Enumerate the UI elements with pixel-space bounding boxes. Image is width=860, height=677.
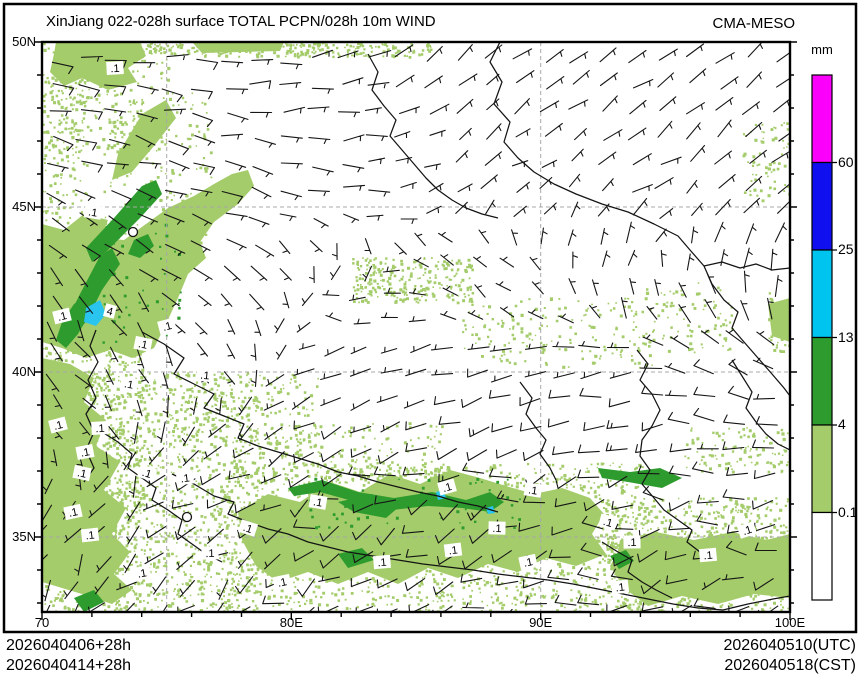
contour-label: .1 — [132, 565, 152, 581]
svg-text:.1: .1 — [110, 63, 120, 75]
contour-label: .1 — [157, 317, 177, 335]
svg-text:.1: .1 — [492, 523, 502, 535]
svg-text:.1: .1 — [141, 467, 153, 481]
svg-text:.1: .1 — [241, 522, 253, 536]
svg-text:.1: .1 — [615, 581, 626, 594]
y-axis-tick-label: 40N — [12, 364, 36, 379]
contour-label: .1 — [518, 553, 538, 571]
colorbar-tick-label: 0.1 — [838, 503, 858, 520]
svg-text:.1: .1 — [95, 423, 105, 436]
svg-text:.1: .1 — [123, 378, 134, 391]
x-axis-tick-label: 100E — [774, 615, 806, 630]
contour-label: .1 — [175, 470, 195, 486]
station-circle-marker — [181, 511, 193, 523]
svg-text:.1: .1 — [441, 481, 453, 495]
colorbar-segment — [811, 511, 833, 601]
svg-text:.1: .1 — [703, 550, 713, 563]
contour-label: .1 — [698, 547, 718, 563]
contour-label: .1 — [237, 519, 259, 537]
colorbar-segment — [811, 161, 833, 251]
colorbar-segment — [811, 74, 833, 164]
colorbar-segment — [811, 424, 833, 514]
svg-text:.1: .1 — [312, 496, 323, 509]
svg-text:.1: .1 — [180, 472, 191, 485]
svg-text:.1: .1 — [205, 548, 214, 560]
contour-label: .1 — [736, 521, 758, 539]
contour-label: .1 — [437, 478, 457, 496]
valid-time-cst: 2026040518(CST) — [724, 657, 856, 674]
svg-text:4: 4 — [105, 305, 114, 318]
x-axis-tick-label: 80E — [279, 615, 303, 630]
init-time-cst: 2026040414+28h — [6, 657, 132, 674]
svg-text:.1: .1 — [52, 419, 64, 433]
svg-text:.1: .1 — [627, 537, 636, 549]
svg-text:.1: .1 — [87, 206, 98, 219]
contour-label: .1 — [52, 307, 72, 325]
contour-label: .1 — [136, 464, 158, 482]
colorbar-tick-label: 60 — [838, 153, 854, 170]
svg-text:.1: .1 — [137, 567, 148, 580]
contour-label: .1 — [63, 503, 83, 521]
svg-text:.1: .1 — [76, 467, 87, 481]
contour-label: .1 — [91, 420, 109, 436]
svg-text:.1: .1 — [85, 530, 95, 543]
contour-label: .1 — [195, 367, 215, 383]
contour-label: .1 — [75, 443, 95, 461]
contour-label: .1 — [272, 573, 292, 591]
x-axis-tick-label: 90E — [529, 615, 553, 630]
contour-label: .1 — [372, 554, 392, 570]
contour-label: .1 — [488, 521, 506, 535]
svg-text:.1: .1 — [67, 506, 79, 520]
svg-text:.1: .1 — [200, 370, 210, 383]
colorbar-unit-label: mm — [811, 42, 833, 57]
contour-label: .1 — [610, 579, 630, 594]
svg-text:.1: .1 — [377, 557, 387, 570]
contour-label: .1 — [308, 494, 328, 510]
colorbar-segment — [811, 336, 833, 426]
svg-text:.1: .1 — [56, 310, 68, 324]
y-axis-tick-label: 45N — [12, 199, 36, 214]
contour-label: .1 — [106, 61, 124, 75]
valid-time-utc: 2026040510(UTC) — [723, 637, 856, 654]
svg-text:.1: .1 — [602, 516, 614, 530]
svg-text:.1: .1 — [161, 320, 173, 334]
svg-text:.1: .1 — [741, 524, 753, 538]
svg-text:.1: .1 — [448, 544, 459, 557]
svg-text:.1: .1 — [80, 446, 91, 460]
page-title: XinJiang 022-028h surface TOTAL PCPN/028… — [46, 13, 436, 30]
colorbar-tick-label: 4 — [838, 416, 846, 432]
contour-label: .1 — [523, 482, 543, 498]
contour-label: 4 — [102, 303, 118, 319]
station-circle-marker — [127, 226, 139, 238]
model-name-label: CMA-MESO — [712, 15, 796, 32]
contour-label: .1 — [443, 542, 463, 558]
colorbar-tick-label: 13 — [838, 328, 854, 345]
contour-label: .1 — [119, 376, 139, 392]
contour-label: .1 — [598, 513, 618, 531]
colorbar-segment — [811, 249, 833, 339]
svg-text:.1: .1 — [276, 576, 287, 590]
x-axis-tick-label: 70 — [34, 615, 50, 630]
init-time-utc: 2026040406+28h — [6, 637, 132, 654]
contour-label: .1 — [80, 527, 100, 543]
contour-label: .1 — [623, 535, 641, 549]
contour-label: .1 — [83, 204, 103, 220]
y-axis-tick-label: 50N — [12, 34, 36, 49]
contour-label: .1 — [133, 335, 153, 353]
contour-label: .1 — [201, 546, 219, 560]
colorbar-tick-label: 25 — [838, 241, 854, 257]
svg-text:.1: .1 — [137, 338, 148, 352]
svg-text:.1: .1 — [522, 556, 534, 570]
svg-text:.1: .1 — [527, 484, 538, 497]
contour-label: .1 — [48, 416, 68, 434]
contour-label: .1 — [72, 464, 92, 482]
y-axis-tick-label: 35N — [12, 529, 36, 544]
